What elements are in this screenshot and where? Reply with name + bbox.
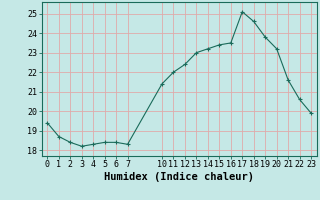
X-axis label: Humidex (Indice chaleur): Humidex (Indice chaleur) xyxy=(104,172,254,182)
